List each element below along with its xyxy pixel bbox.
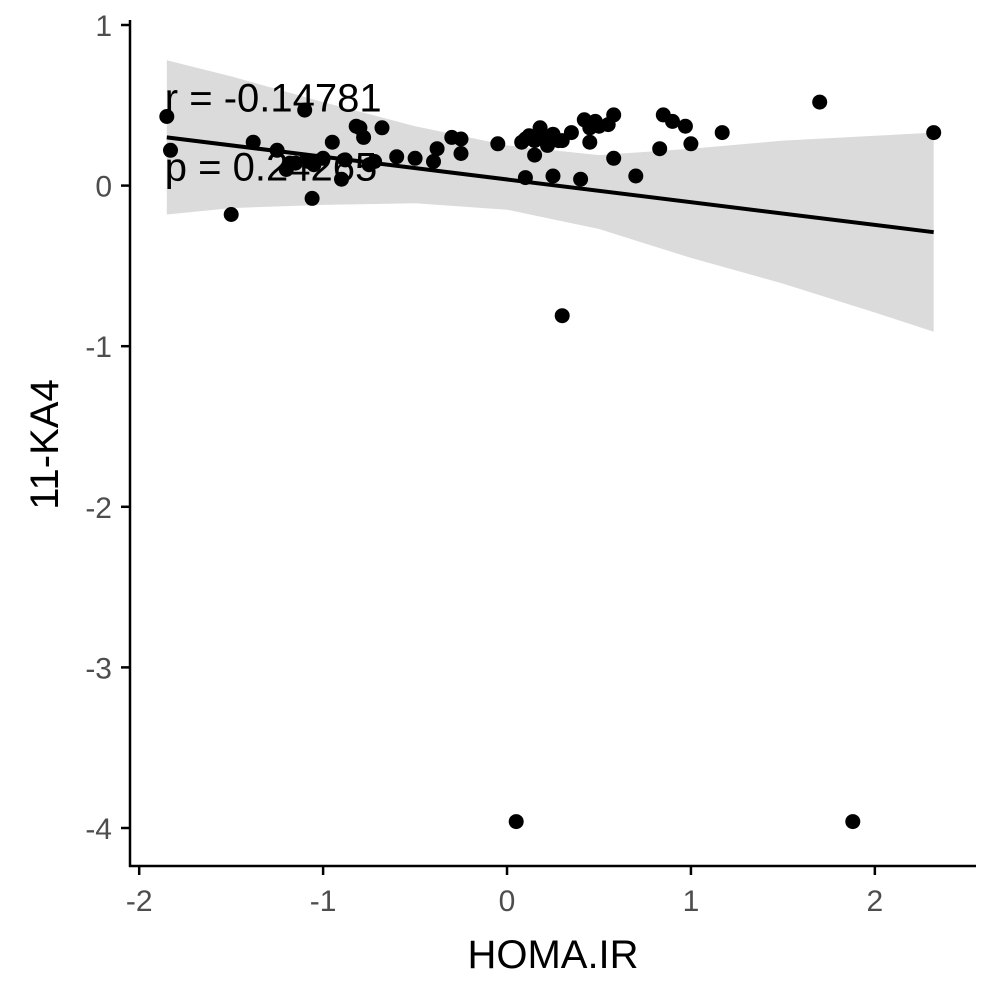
data-point bbox=[490, 136, 506, 152]
y-tick-label: -3 bbox=[85, 652, 112, 685]
data-point bbox=[714, 125, 730, 141]
regression-line bbox=[166, 135, 934, 235]
data-point bbox=[652, 141, 668, 157]
data-point bbox=[845, 814, 861, 830]
data-point bbox=[163, 142, 178, 158]
data-point bbox=[563, 125, 579, 141]
data-point bbox=[582, 134, 598, 150]
y-tick-label: 0 bbox=[95, 171, 112, 204]
data-point bbox=[159, 109, 175, 124]
data-point bbox=[573, 171, 589, 187]
data-point bbox=[606, 107, 622, 123]
data-point bbox=[812, 94, 828, 110]
data-point bbox=[407, 150, 423, 166]
data-point bbox=[508, 814, 524, 830]
data-point bbox=[453, 131, 469, 147]
data-point bbox=[288, 155, 303, 171]
data-point bbox=[304, 190, 320, 206]
data-point bbox=[926, 125, 942, 141]
data-point bbox=[429, 141, 445, 157]
data-point bbox=[453, 146, 469, 161]
data-point bbox=[545, 168, 561, 184]
data-point bbox=[297, 102, 313, 118]
x-axis-title: HOMA.IR bbox=[467, 933, 638, 977]
y-tick-label: -4 bbox=[85, 813, 112, 846]
x-tick-label: 0 bbox=[499, 885, 516, 918]
correlation-p-annotation: p = 0.24265 bbox=[165, 145, 377, 189]
data-point bbox=[374, 120, 390, 136]
data-point bbox=[389, 149, 405, 165]
data-point bbox=[527, 147, 543, 163]
x-tick-label: 1 bbox=[683, 885, 700, 918]
data-point bbox=[606, 150, 622, 166]
y-tick-label: -1 bbox=[85, 331, 112, 364]
data-point bbox=[628, 168, 644, 184]
y-axis-title: 11-KA4 bbox=[23, 379, 67, 509]
correlation-r-annotation: r = -0.14781 bbox=[165, 76, 382, 120]
data-point bbox=[223, 207, 239, 222]
data-point bbox=[356, 129, 372, 145]
x-tick-label: 2 bbox=[867, 885, 884, 918]
y-tick-label: -2 bbox=[85, 492, 112, 525]
data-point bbox=[334, 171, 349, 187]
y-tick-label: 1 bbox=[95, 10, 112, 43]
x-tick-label: -2 bbox=[126, 885, 153, 918]
x-tick-label: -1 bbox=[310, 885, 337, 918]
data-point bbox=[426, 154, 441, 169]
data-point bbox=[554, 308, 570, 324]
data-point bbox=[683, 136, 699, 152]
data-point bbox=[665, 113, 680, 129]
data-point bbox=[677, 118, 693, 134]
data-point bbox=[324, 134, 340, 150]
